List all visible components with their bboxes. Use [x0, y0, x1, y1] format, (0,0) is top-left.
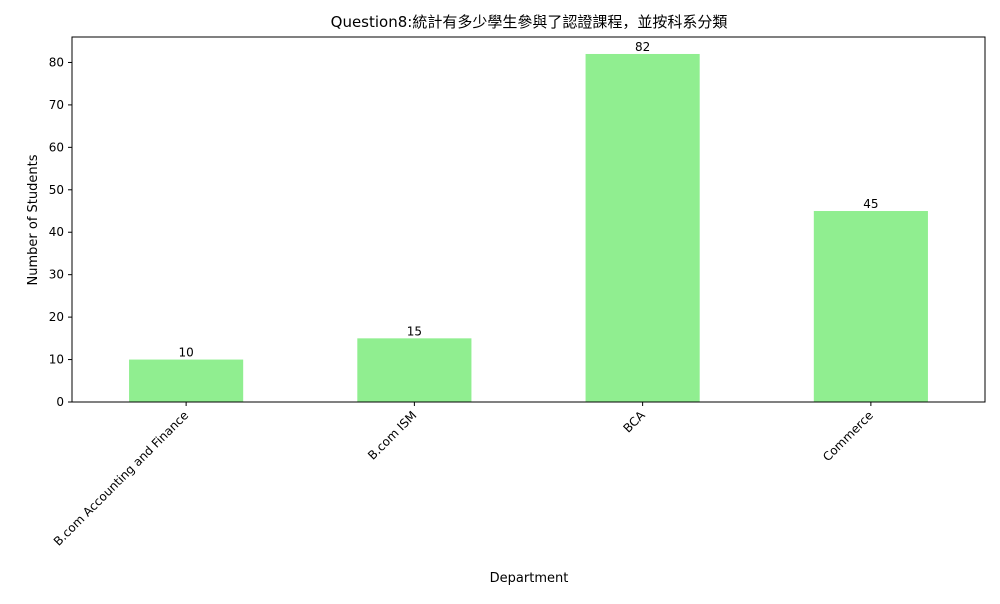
y-tick-label: 0 — [56, 395, 64, 409]
x-tick-label: Commerce — [820, 408, 876, 464]
y-axis-title: Number of Students — [26, 154, 41, 285]
x-tick-label: B.com ISM — [365, 408, 419, 462]
y-tick-label: 80 — [49, 55, 64, 69]
y-tick-label: 20 — [49, 310, 64, 324]
y-tick-label: 70 — [49, 98, 64, 112]
y-tick-label: 60 — [49, 140, 64, 154]
ticks-layer: 0 10 20 30 40 50 60 70 80 B.com Accounting and Fi… — [49, 55, 876, 548]
bar — [813, 211, 928, 402]
bar-value-label: 15 — [407, 324, 422, 338]
y-tick-label: 50 — [49, 183, 64, 197]
x-tick-label: B.com Accounting and Finance — [51, 408, 191, 548]
bar-value-label: 10 — [178, 346, 193, 360]
y-tick-label: 40 — [49, 225, 64, 239]
bars-layer: 10 15 82 45 — [129, 40, 928, 402]
bar-value-label: 82 — [635, 40, 650, 54]
bar — [357, 338, 472, 402]
y-tick-label: 30 — [49, 268, 64, 282]
bar — [585, 53, 700, 402]
y-tick-label: 10 — [49, 353, 64, 367]
x-axis-title: Department — [490, 571, 569, 586]
chart-title: Question8:統計有多少學生參與了認證課程，並按科系分類 — [331, 13, 728, 31]
plot-frame — [71, 36, 986, 403]
x-tick-label: BCA — [620, 408, 648, 436]
bar — [129, 359, 244, 402]
bar-value-label: 45 — [863, 197, 878, 211]
